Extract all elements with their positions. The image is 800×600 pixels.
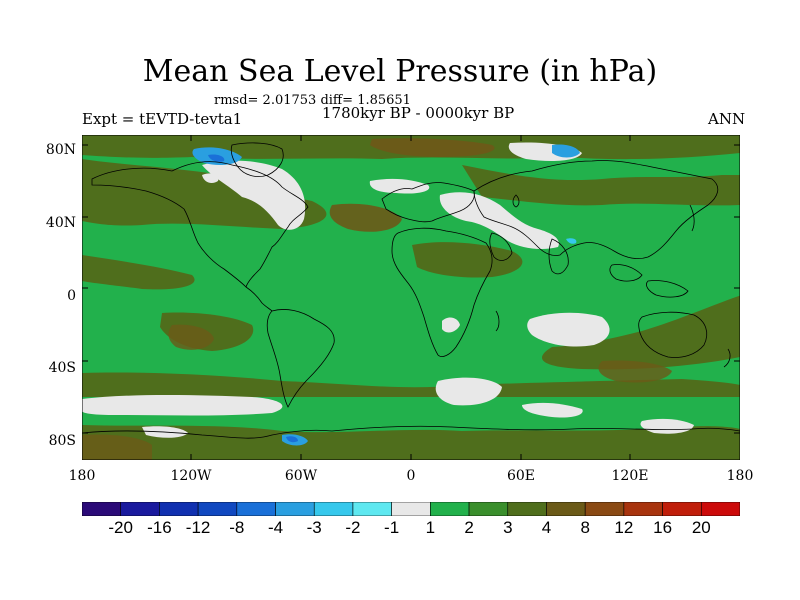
colorbar-label: -8 xyxy=(229,518,245,537)
lat-label-40s: 40S xyxy=(48,360,76,376)
colorbar-swatch xyxy=(197,502,238,516)
lon-label-0: 0 xyxy=(406,468,416,484)
colorbar-label: -12 xyxy=(185,518,211,537)
experiment-label: Expt = tEVTD-tevta1 xyxy=(82,110,243,128)
lat-label-80n: 80N xyxy=(45,142,76,158)
lon-label-60w: 60W xyxy=(284,468,318,484)
blue-regions xyxy=(192,144,580,446)
lat-label-80s: 80S xyxy=(48,433,76,449)
colorbar-swatch xyxy=(546,502,586,516)
colorbar-swatch xyxy=(120,502,160,516)
colorbar-label: 4 xyxy=(541,518,552,537)
colorbar-label: 3 xyxy=(503,518,513,537)
colorbar-label: -4 xyxy=(267,518,284,537)
map-ticks xyxy=(82,135,740,460)
colorbar xyxy=(82,502,740,516)
colorbar-swatch xyxy=(159,502,199,516)
period-label: 1780kyr BP - 0000kyr BP xyxy=(322,104,515,122)
stats-label: rmsd= 2.01753 diff= 1.85651 xyxy=(214,93,411,108)
colorbar-swatch xyxy=(623,502,663,516)
season-label: ANN xyxy=(708,110,746,128)
lat-label-40n: 40N xyxy=(45,215,76,231)
pressure-map xyxy=(82,135,740,460)
lon-label-180e: 180 xyxy=(726,468,754,484)
colorbar-swatch xyxy=(313,502,354,516)
olive-regions xyxy=(82,135,740,460)
colorbar-swatch xyxy=(700,502,740,516)
colorbar-label: -16 xyxy=(147,518,172,537)
lon-label-120w: 120W xyxy=(170,468,212,484)
colorbar-label: -2 xyxy=(345,518,361,537)
colorbar-label: 8 xyxy=(580,518,590,537)
colorbar-label: 12 xyxy=(614,518,634,537)
colorbar-swatch xyxy=(82,502,122,516)
colorbar-label: -1 xyxy=(384,518,400,537)
colorbar-swatch xyxy=(391,502,431,516)
colorbar-label: 16 xyxy=(653,518,673,537)
colorbar-label: 20 xyxy=(691,518,711,537)
colorbar-label: 1 xyxy=(425,518,436,537)
colorbar-swatch xyxy=(275,502,315,516)
colorbar-label: -20 xyxy=(108,518,133,537)
map-title: Mean Sea Level Pressure (in hPa) xyxy=(142,54,658,89)
coastlines xyxy=(82,142,740,439)
colorbar-swatch xyxy=(662,502,702,516)
brown-regions xyxy=(82,138,672,460)
lon-label-60e: 60E xyxy=(506,468,536,484)
colorbar-swatch xyxy=(236,502,276,516)
lon-label-180w: 180 xyxy=(68,468,96,484)
colorbar-swatch xyxy=(507,502,547,516)
colorbar-label: -3 xyxy=(306,518,322,537)
white-regions xyxy=(82,142,694,438)
colorbar-swatch xyxy=(584,502,625,516)
colorbar-swatch xyxy=(352,502,392,516)
lon-label-120e: 120E xyxy=(611,468,649,484)
colorbar-label: 2 xyxy=(464,518,474,537)
colorbar-swatch xyxy=(430,502,470,516)
colorbar-swatch xyxy=(468,502,509,516)
lat-label-0: 0 xyxy=(67,288,76,304)
